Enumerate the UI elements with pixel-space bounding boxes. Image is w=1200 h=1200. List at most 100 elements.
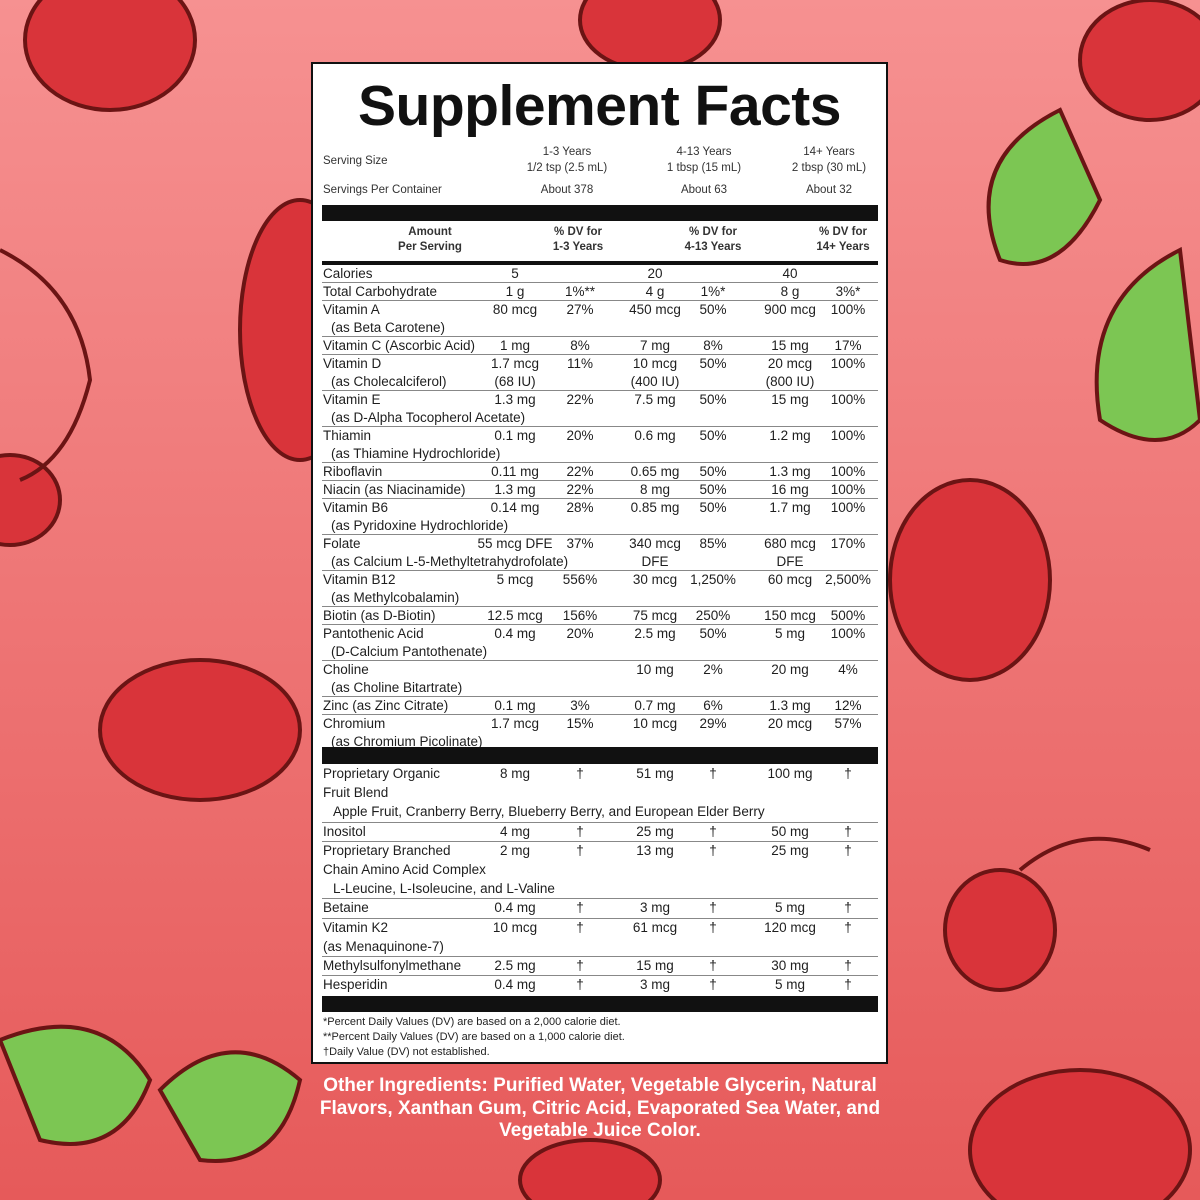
cell: 556% bbox=[562, 572, 598, 587]
cell: 20 mg bbox=[771, 662, 809, 677]
cell: 8 mg bbox=[499, 766, 530, 781]
dv-header: % DV for bbox=[819, 226, 867, 238]
cell: 340 mcg bbox=[629, 536, 681, 551]
cell: 50% bbox=[699, 464, 727, 479]
rule bbox=[322, 956, 878, 957]
cell: 28% bbox=[566, 500, 594, 515]
nutrient-name: Vitamin B12 bbox=[323, 572, 396, 587]
cell: 1.3 mg bbox=[494, 392, 536, 407]
cell: 100% bbox=[830, 482, 866, 497]
cell: 20 mcg bbox=[767, 716, 813, 731]
rule bbox=[322, 426, 878, 427]
nutrient-name: Thiamin bbox=[323, 428, 372, 443]
cell: † bbox=[576, 823, 584, 839]
cell: 30 mcg bbox=[632, 572, 678, 587]
cell: † bbox=[844, 900, 852, 916]
rule bbox=[322, 498, 878, 499]
cell: 0.4 mg bbox=[494, 900, 536, 916]
cell: 1 mg bbox=[499, 338, 530, 353]
cell: 250% bbox=[695, 608, 731, 623]
rule bbox=[322, 534, 878, 535]
cell: 1,250% bbox=[690, 572, 736, 587]
ingredient-sub: Apple Fruit, Cranberry Berry, Blueberry … bbox=[333, 804, 765, 820]
rule bbox=[322, 336, 878, 337]
nutrient-name: Vitamin D bbox=[323, 356, 382, 371]
servings-label: Servings Per Container bbox=[323, 184, 442, 196]
rule bbox=[322, 261, 878, 265]
serving-size: 1 tbsp (15 mL) bbox=[666, 162, 742, 174]
cell: 5 mg bbox=[774, 977, 805, 993]
cell: 0.14 mg bbox=[490, 500, 540, 515]
age-group: 4-13 Years bbox=[676, 146, 732, 158]
cell: 7.5 mg bbox=[634, 392, 676, 407]
cell: 100% bbox=[830, 302, 866, 317]
nutrient-name: (D-Calcium Pantothenate) bbox=[331, 644, 488, 659]
cell: 3 mg bbox=[639, 977, 670, 993]
cell: 170% bbox=[830, 536, 866, 551]
cell: 50% bbox=[699, 428, 727, 443]
cell: † bbox=[576, 958, 584, 973]
servings: About 32 bbox=[805, 184, 853, 196]
facts-panel bbox=[311, 62, 888, 1064]
cell: 100 mg bbox=[767, 766, 813, 781]
cell: 22% bbox=[566, 392, 594, 407]
rule bbox=[322, 606, 878, 607]
nutrient-name: Biotin (as D-Biotin) bbox=[323, 608, 436, 623]
cell: 27% bbox=[566, 302, 594, 317]
cell: 8 g bbox=[780, 284, 800, 299]
cell: 5 mg bbox=[774, 626, 805, 641]
rule bbox=[322, 917, 878, 919]
cell: † bbox=[709, 900, 717, 916]
cell: † bbox=[844, 766, 852, 781]
rule bbox=[322, 696, 878, 697]
ingredient-name: Fruit Blend bbox=[323, 785, 389, 801]
nutrient-name: Total Carbohydrate bbox=[323, 284, 438, 299]
rule bbox=[322, 354, 878, 355]
cell: 50% bbox=[699, 356, 727, 371]
rule bbox=[322, 480, 878, 481]
serving-size-label: Serving Size bbox=[323, 155, 388, 167]
cell: 15 mg bbox=[771, 392, 809, 407]
nutrient-name: (as Beta Carotene) bbox=[331, 320, 446, 335]
cell: † bbox=[709, 766, 717, 781]
cell: † bbox=[576, 766, 584, 781]
cell: † bbox=[709, 919, 717, 935]
serving-size: 1/2 tsp (2.5 mL) bbox=[526, 162, 608, 174]
rule bbox=[322, 975, 878, 977]
amount-header: Amount bbox=[408, 226, 452, 238]
cell: 1.2 mg bbox=[769, 428, 811, 443]
cell: 17% bbox=[834, 338, 862, 353]
cell: 5 mg bbox=[774, 900, 805, 916]
cell: 1.7 mcg bbox=[490, 356, 540, 371]
rule bbox=[322, 282, 878, 283]
cell: 3%* bbox=[835, 284, 861, 299]
nutrient-name: Vitamin C (Ascorbic Acid) bbox=[323, 338, 476, 353]
nutrient-name: (as Calcium L-5-Methyltetrahydrofolate) bbox=[331, 554, 569, 569]
cell: 57% bbox=[834, 716, 862, 731]
cell: 3% bbox=[570, 698, 590, 713]
nutrient-name: (as D-Alpha Tocopherol Acetate) bbox=[331, 410, 526, 425]
cell: 10 mcg bbox=[492, 919, 538, 935]
cell: 15 mg bbox=[771, 338, 809, 353]
nutrient-name: (as Methylcobalamin) bbox=[331, 590, 460, 605]
rule bbox=[322, 898, 878, 900]
nutrient-name: Choline bbox=[323, 662, 369, 677]
rule bbox=[322, 570, 878, 571]
serving-size: 2 tbsp (30 mL) bbox=[791, 162, 867, 174]
dv-header: % DV for bbox=[554, 226, 602, 238]
nutrient-name: Vitamin A bbox=[323, 302, 380, 317]
cell: 75 mcg bbox=[632, 608, 678, 623]
age-group: 14+ Years bbox=[803, 146, 855, 158]
cell: 680 mcg bbox=[764, 536, 816, 551]
cell: 0.7 mg bbox=[634, 698, 676, 713]
cell: 40 bbox=[782, 266, 798, 281]
ingredient-name: Vitamin K2 bbox=[323, 919, 389, 935]
cell: 150 mcg bbox=[764, 608, 816, 623]
rule bbox=[322, 624, 878, 625]
nutrient-name: (as Chromium Picolinate) bbox=[331, 734, 483, 749]
cell: 10 mcg bbox=[632, 356, 678, 371]
cell: 15% bbox=[566, 716, 594, 731]
dv-header: % DV for bbox=[689, 226, 737, 238]
